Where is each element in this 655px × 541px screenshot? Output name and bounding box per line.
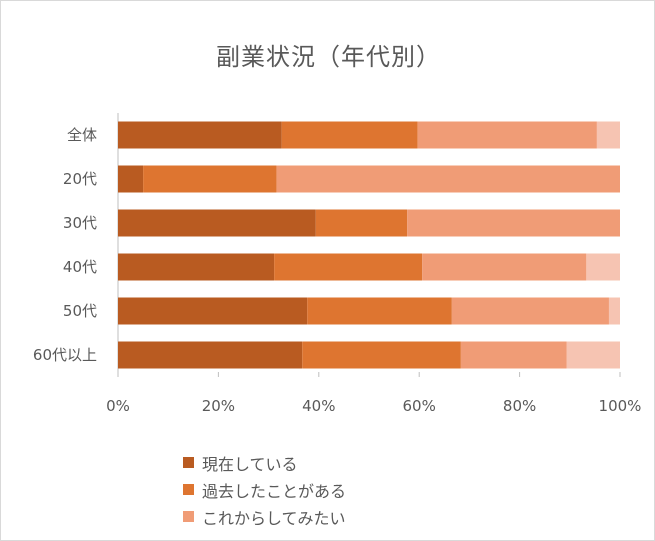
legend-label: これからしてみたい	[202, 508, 346, 528]
bar-segment	[118, 341, 303, 369]
category-label: 30代	[63, 214, 97, 232]
x-tick-label: 40%	[302, 397, 335, 415]
bar-segment	[460, 341, 567, 369]
bar-segment	[274, 253, 423, 281]
bar-segment	[118, 297, 308, 325]
chart-title: 副業状況（年代別）	[216, 43, 441, 71]
x-tick-label: 80%	[503, 397, 536, 415]
category-label: 40代	[63, 258, 97, 276]
bar-segment	[118, 253, 275, 281]
category-label: 全体	[67, 126, 97, 144]
bar-segment	[422, 253, 587, 281]
bar-segment	[608, 297, 620, 325]
legend-item: 過去したことがある	[183, 476, 346, 503]
bar-segment	[143, 165, 277, 193]
category-label: 60代以上	[33, 346, 97, 364]
legend-label: 過去したことがある	[202, 481, 347, 501]
bar-segment	[407, 209, 620, 237]
bar-segment	[315, 209, 408, 237]
x-tick-label: 100%	[599, 397, 642, 415]
bar-segment	[276, 165, 620, 193]
category-label: 50代	[63, 302, 97, 320]
bar-segment	[307, 297, 452, 325]
legend-swatch	[183, 511, 194, 522]
x-tick-label: 20%	[202, 397, 235, 415]
x-tick-label: 0%	[106, 397, 130, 415]
bar-segment	[596, 121, 620, 149]
bar-chart-plot: 0% 20% 40% 60% 80% 100% 全体 20代 30代 40代 50代 60代以上	[33, 113, 642, 415]
bar-segment	[451, 297, 609, 325]
bar-segment	[118, 165, 144, 193]
bar-segment	[586, 253, 620, 281]
x-tick-label: 60%	[403, 397, 436, 415]
legend-swatch	[183, 484, 194, 495]
legend-label: 現在している	[202, 454, 298, 474]
legend-item: これからしてみたい	[183, 503, 346, 530]
bar-segment	[566, 341, 620, 369]
legend-item: 現在している	[183, 449, 346, 476]
bar-segment	[417, 121, 597, 149]
bar-segment	[302, 341, 461, 369]
bar-segment	[281, 121, 418, 149]
legend-swatch	[183, 457, 194, 468]
bar-segment	[118, 121, 282, 149]
bar-segment	[118, 209, 316, 237]
category-label: 20代	[63, 170, 97, 188]
chart-legend: 現在している過去したことがある これからしてみたい	[183, 449, 346, 530]
